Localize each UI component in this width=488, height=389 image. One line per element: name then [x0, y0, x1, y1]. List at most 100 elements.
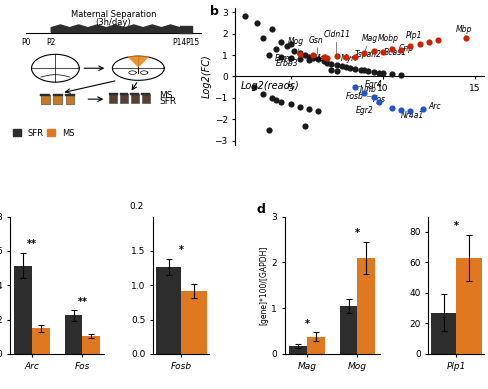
Point — [295, 51, 303, 57]
Text: Ermn: Ermn — [274, 54, 295, 63]
Point — [350, 66, 358, 72]
Point — [240, 13, 248, 19]
Point — [264, 127, 272, 133]
Point — [283, 43, 290, 49]
Text: Nr4a1: Nr4a1 — [400, 110, 423, 119]
Point — [308, 55, 316, 61]
Point — [286, 41, 294, 47]
Bar — [156, 267, 181, 354]
Text: Myrf: Myrf — [341, 54, 357, 63]
Point — [253, 20, 261, 26]
Point — [305, 54, 312, 60]
Point — [433, 37, 441, 43]
Point — [323, 60, 331, 66]
Text: Maternal Separation: Maternal Separation — [71, 10, 156, 19]
Point — [301, 52, 308, 58]
FancyBboxPatch shape — [40, 94, 50, 96]
Bar — [455, 258, 481, 354]
Text: Tspan2: Tspan2 — [354, 50, 381, 59]
Point — [396, 47, 404, 53]
Bar — [180, 26, 192, 33]
Point — [326, 60, 334, 67]
Point — [424, 39, 432, 45]
Text: **: ** — [77, 297, 87, 307]
Point — [396, 107, 404, 113]
Point — [326, 67, 334, 73]
Text: 0.2: 0.2 — [129, 202, 143, 211]
Point — [277, 39, 285, 45]
Point — [364, 68, 371, 74]
Point — [387, 105, 395, 111]
Point — [332, 61, 340, 68]
Point — [406, 108, 413, 114]
Text: Fosb: Fosb — [346, 92, 371, 101]
Point — [356, 67, 364, 73]
Point — [369, 94, 377, 100]
Point — [338, 63, 346, 69]
FancyBboxPatch shape — [131, 95, 139, 103]
Text: P0: P0 — [21, 38, 31, 47]
Text: d: d — [256, 203, 264, 216]
Point — [305, 105, 312, 112]
Text: Log2(reads): Log2(reads) — [241, 81, 299, 91]
Text: *: * — [354, 228, 359, 238]
Bar — [306, 336, 324, 354]
Point — [314, 56, 322, 62]
Text: Fos: Fos — [372, 95, 385, 104]
Text: Egr4: Egr4 — [356, 80, 382, 89]
Point — [277, 54, 285, 60]
Point — [277, 99, 285, 105]
Text: Cldn11: Cldn11 — [323, 30, 349, 54]
Point — [271, 97, 279, 103]
Point — [268, 26, 276, 32]
Text: Mag: Mag — [361, 34, 377, 51]
Point — [249, 84, 257, 90]
Bar — [288, 346, 306, 354]
Text: SFR: SFR — [159, 97, 176, 106]
Text: Mog: Mog — [287, 37, 304, 52]
Point — [415, 41, 423, 47]
Point — [341, 64, 349, 70]
FancyBboxPatch shape — [120, 93, 128, 95]
Text: P2: P2 — [46, 38, 56, 47]
Text: MS: MS — [159, 91, 172, 100]
Point — [314, 108, 322, 114]
FancyBboxPatch shape — [65, 94, 75, 96]
FancyBboxPatch shape — [65, 95, 74, 104]
FancyBboxPatch shape — [41, 95, 49, 104]
Point — [264, 52, 272, 58]
Point — [360, 50, 367, 56]
Point — [369, 47, 377, 54]
Text: P15: P15 — [185, 38, 199, 47]
Text: Plp1: Plp1 — [405, 32, 422, 44]
Point — [360, 67, 367, 74]
Point — [387, 71, 395, 77]
FancyBboxPatch shape — [141, 93, 150, 95]
Point — [295, 50, 303, 56]
Text: Gsn: Gsn — [308, 36, 323, 55]
Text: b: b — [210, 5, 219, 18]
FancyBboxPatch shape — [109, 95, 117, 103]
Text: Arc: Arc — [423, 102, 440, 110]
Point — [271, 46, 279, 52]
Text: Egr2: Egr2 — [355, 103, 377, 115]
Bar — [430, 313, 455, 354]
Legend: SFR, MS: SFR, MS — [10, 125, 77, 141]
Text: Junb: Junb — [359, 85, 376, 94]
Point — [332, 68, 340, 74]
FancyBboxPatch shape — [109, 93, 117, 95]
Text: **: ** — [27, 239, 37, 249]
Point — [374, 70, 382, 76]
Point — [406, 43, 413, 49]
Polygon shape — [127, 56, 149, 68]
Point — [319, 54, 327, 60]
Text: Bcas1: Bcas1 — [384, 47, 407, 56]
Text: P14: P14 — [172, 38, 186, 47]
Text: *: * — [178, 245, 183, 255]
Point — [350, 54, 358, 60]
Point — [301, 123, 308, 129]
Bar — [181, 291, 206, 354]
Point — [350, 84, 358, 90]
Polygon shape — [51, 25, 180, 33]
Point — [387, 46, 395, 52]
